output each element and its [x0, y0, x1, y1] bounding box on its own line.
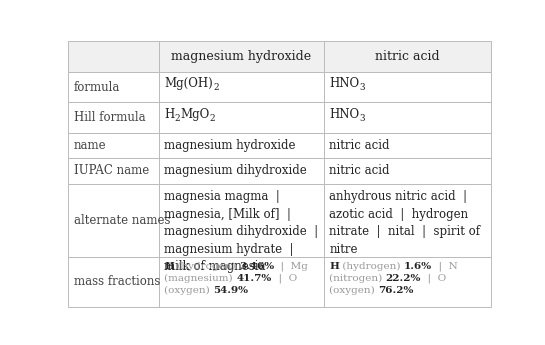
Text: 54.9%: 54.9% [214, 286, 249, 295]
Text: 1.6%: 1.6% [404, 262, 432, 271]
Text: (hydrogen): (hydrogen) [174, 262, 239, 271]
Text: magnesium dihydroxide: magnesium dihydroxide [165, 165, 307, 177]
Text: H: H [165, 108, 175, 121]
Text: MgO: MgO [180, 108, 209, 121]
Bar [68, 102, 159, 133]
Text: HNO: HNO [329, 77, 359, 90]
Text: |  Mg: | Mg [274, 262, 308, 272]
Text: 2: 2 [175, 114, 180, 122]
Bar [159, 257, 324, 307]
Bar [324, 102, 490, 133]
Bar [324, 184, 490, 257]
Text: 3.46%: 3.46% [239, 262, 274, 271]
Text: |  O: | O [421, 274, 446, 283]
Text: nitric acid: nitric acid [329, 165, 390, 177]
Bar [68, 158, 159, 184]
Text: (oxygen): (oxygen) [329, 286, 378, 295]
Bar [159, 102, 324, 133]
Bar [159, 184, 324, 257]
Text: nitric acid: nitric acid [329, 139, 390, 152]
Text: magnesium hydroxide: magnesium hydroxide [165, 139, 296, 152]
Text: (magnesium): (magnesium) [165, 274, 237, 283]
Text: magnesia magma  |
magnesia, [Milk of]  |
magnesium dihydroxide  |
magnesium hydr: magnesia magma | magnesia, [Milk of] | m… [165, 190, 318, 273]
Text: mass fractions: mass fractions [74, 275, 160, 288]
Text: IUPAC name: IUPAC name [74, 165, 149, 177]
Text: Mg(OH): Mg(OH) [165, 77, 213, 90]
Bar [159, 133, 324, 158]
Text: nitric acid: nitric acid [375, 50, 439, 63]
Text: formula: formula [74, 81, 120, 94]
Bar [324, 257, 490, 307]
Text: H: H [329, 262, 339, 271]
Bar [159, 41, 324, 72]
Text: 3: 3 [359, 114, 365, 122]
Text: (oxygen): (oxygen) [165, 286, 214, 295]
Bar [68, 41, 159, 72]
Text: 41.7%: 41.7% [237, 274, 271, 283]
Text: name: name [74, 139, 106, 152]
Text: HNO: HNO [329, 108, 359, 121]
Text: magnesium hydroxide: magnesium hydroxide [171, 50, 311, 63]
Bar [324, 133, 490, 158]
Text: 76.2%: 76.2% [378, 286, 414, 295]
Bar [68, 184, 159, 257]
Bar [324, 72, 490, 102]
Text: |  N: | N [432, 262, 458, 272]
Text: 22.2%: 22.2% [386, 274, 421, 283]
Text: (hydrogen): (hydrogen) [339, 262, 404, 271]
Bar [159, 158, 324, 184]
Text: anhydrous nitric acid  |
azotic acid  |  hydrogen
nitrate  |  nital  |  spirit o: anhydrous nitric acid | azotic acid | hy… [329, 190, 480, 256]
Bar [68, 72, 159, 102]
Text: |  O: | O [271, 274, 297, 283]
Text: 2: 2 [209, 114, 215, 122]
Text: (nitrogen): (nitrogen) [329, 274, 386, 283]
Text: H: H [165, 262, 174, 271]
Bar [324, 41, 490, 72]
Text: 2: 2 [213, 83, 219, 92]
Bar [68, 257, 159, 307]
Bar [324, 158, 490, 184]
Text: 3: 3 [359, 83, 365, 92]
Bar [159, 72, 324, 102]
Text: Hill formula: Hill formula [74, 111, 145, 124]
Bar [68, 133, 159, 158]
Text: alternate names: alternate names [74, 214, 170, 227]
